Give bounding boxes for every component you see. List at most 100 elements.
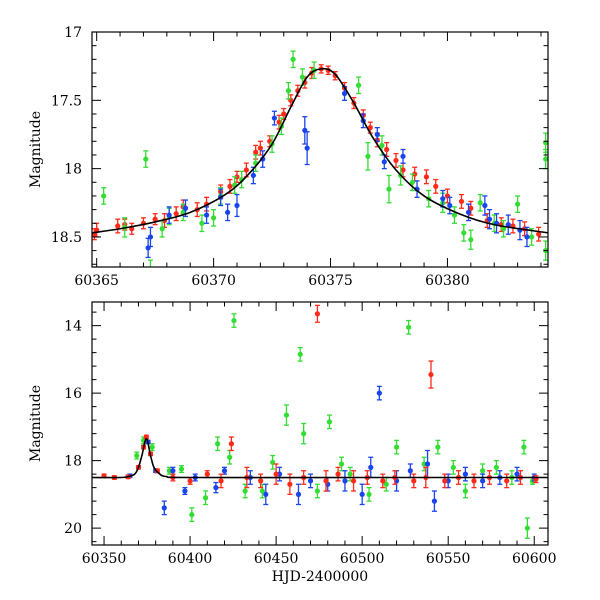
- data-point-green: [393, 444, 400, 450]
- data-point-red: [143, 434, 149, 440]
- data-point-red: [380, 478, 386, 484]
- data-point-green: [529, 234, 535, 240]
- data-point-red: [323, 478, 329, 484]
- data-point-green: [199, 220, 205, 226]
- data-point-red: [187, 478, 193, 484]
- data-point-green: [366, 491, 372, 497]
- x-tick-label: 60600: [512, 551, 557, 567]
- data-point-green: [301, 431, 307, 437]
- data-point-green: [227, 454, 233, 460]
- data-point-green: [211, 215, 217, 221]
- data-point-green: [461, 230, 467, 236]
- y-tick-label: 14: [64, 319, 82, 335]
- data-point-green: [347, 471, 353, 477]
- data-point-green: [326, 419, 333, 425]
- data-point-green: [477, 200, 483, 206]
- data-point-green: [285, 88, 292, 94]
- data-point-green: [451, 212, 458, 218]
- data-point-red: [350, 478, 357, 484]
- data-point-red: [367, 125, 373, 131]
- data-point-blue: [359, 491, 365, 497]
- data-point-blue: [465, 209, 472, 215]
- data-point-blue: [407, 468, 413, 474]
- data-point-green: [379, 142, 385, 149]
- data-point-green: [202, 495, 209, 501]
- data-point-blue: [166, 212, 172, 218]
- data-point-red: [400, 167, 406, 173]
- bottom-panel-light-curve-full: 60350 60400 60450 60500 60550 60600 14 16 18 20 Ma…: [28, 301, 557, 585]
- data-point-red: [314, 311, 321, 317]
- x-tick-label: 60350: [82, 551, 127, 567]
- y-tick-label: 16: [64, 386, 82, 402]
- y-tick-label: 20: [64, 521, 82, 537]
- y-axis-title: Magnitude: [28, 385, 44, 462]
- plot-area: [92, 304, 548, 539]
- data-point-red: [287, 481, 293, 487]
- data-point-green: [480, 468, 486, 474]
- x-tick-label: 60370: [191, 273, 236, 289]
- data-point-red: [458, 198, 465, 205]
- data-point-blue: [304, 145, 310, 151]
- data-point-green: [543, 156, 548, 162]
- data-point-blue: [263, 491, 269, 497]
- data-point-blue: [514, 471, 520, 477]
- y-tick-label: 17: [64, 25, 82, 41]
- data-point-blue: [147, 234, 154, 240]
- data-point-blue: [225, 209, 231, 215]
- data-point-green: [297, 351, 303, 357]
- data-point-red: [411, 478, 417, 484]
- data-point-green: [215, 441, 221, 447]
- data-point-red: [335, 471, 341, 477]
- data-point-red: [218, 478, 224, 484]
- data-point-blue: [203, 212, 210, 218]
- y-tick-label: 18: [64, 454, 82, 470]
- data-point-blue: [221, 468, 228, 474]
- data-point-green: [134, 452, 140, 459]
- x-tick-label: 60500: [340, 551, 385, 567]
- data-point-green: [493, 464, 499, 470]
- plot-area: [92, 50, 548, 267]
- model-curve: [92, 437, 548, 479]
- data-point-blue: [424, 461, 431, 467]
- data-point-blue: [524, 234, 530, 240]
- data-point-blue: [462, 471, 469, 477]
- data-point-red: [204, 471, 210, 477]
- x-tick-label: 60450: [254, 551, 299, 567]
- data-point-blue: [374, 131, 380, 138]
- data-point-green: [406, 324, 412, 330]
- data-point-red: [152, 216, 158, 222]
- top-panel-light-curve-zoom: 60365 60370 60375 60380 17 17.5 18 18.5 Magnitud…: [28, 25, 549, 289]
- data-point-green: [283, 412, 290, 418]
- y-tick-label: 18.5: [51, 230, 82, 246]
- data-point-blue: [213, 485, 219, 491]
- data-point-green: [462, 488, 469, 494]
- model-curve: [92, 67, 548, 234]
- data-point-blue: [341, 90, 348, 97]
- plot-frame: [91, 301, 549, 546]
- data-point-blue: [480, 478, 486, 484]
- data-point-green: [149, 444, 155, 450]
- data-point-blue: [307, 478, 314, 484]
- data-point-blue: [447, 202, 453, 209]
- data-point-red: [115, 223, 121, 229]
- data-point-red: [273, 471, 279, 477]
- x-tick-label: 60400: [168, 551, 213, 567]
- data-point-red: [257, 145, 263, 151]
- y-axis-title: Magnitude: [28, 111, 44, 188]
- data-point-green: [500, 226, 507, 232]
- data-point-blue: [400, 153, 406, 159]
- data-point-red: [243, 167, 249, 173]
- data-point-red: [428, 371, 434, 378]
- data-point-red: [504, 478, 510, 484]
- data-point-green: [468, 237, 474, 243]
- data-point-green: [435, 444, 441, 450]
- data-point-green: [101, 193, 107, 199]
- data-point-green: [290, 56, 296, 62]
- data-point-red: [281, 111, 287, 117]
- data-point-green: [383, 481, 389, 487]
- data-point-blue: [381, 159, 387, 165]
- data-point-red: [442, 478, 448, 484]
- data-point-green: [178, 466, 185, 472]
- data-point-blue: [368, 464, 374, 470]
